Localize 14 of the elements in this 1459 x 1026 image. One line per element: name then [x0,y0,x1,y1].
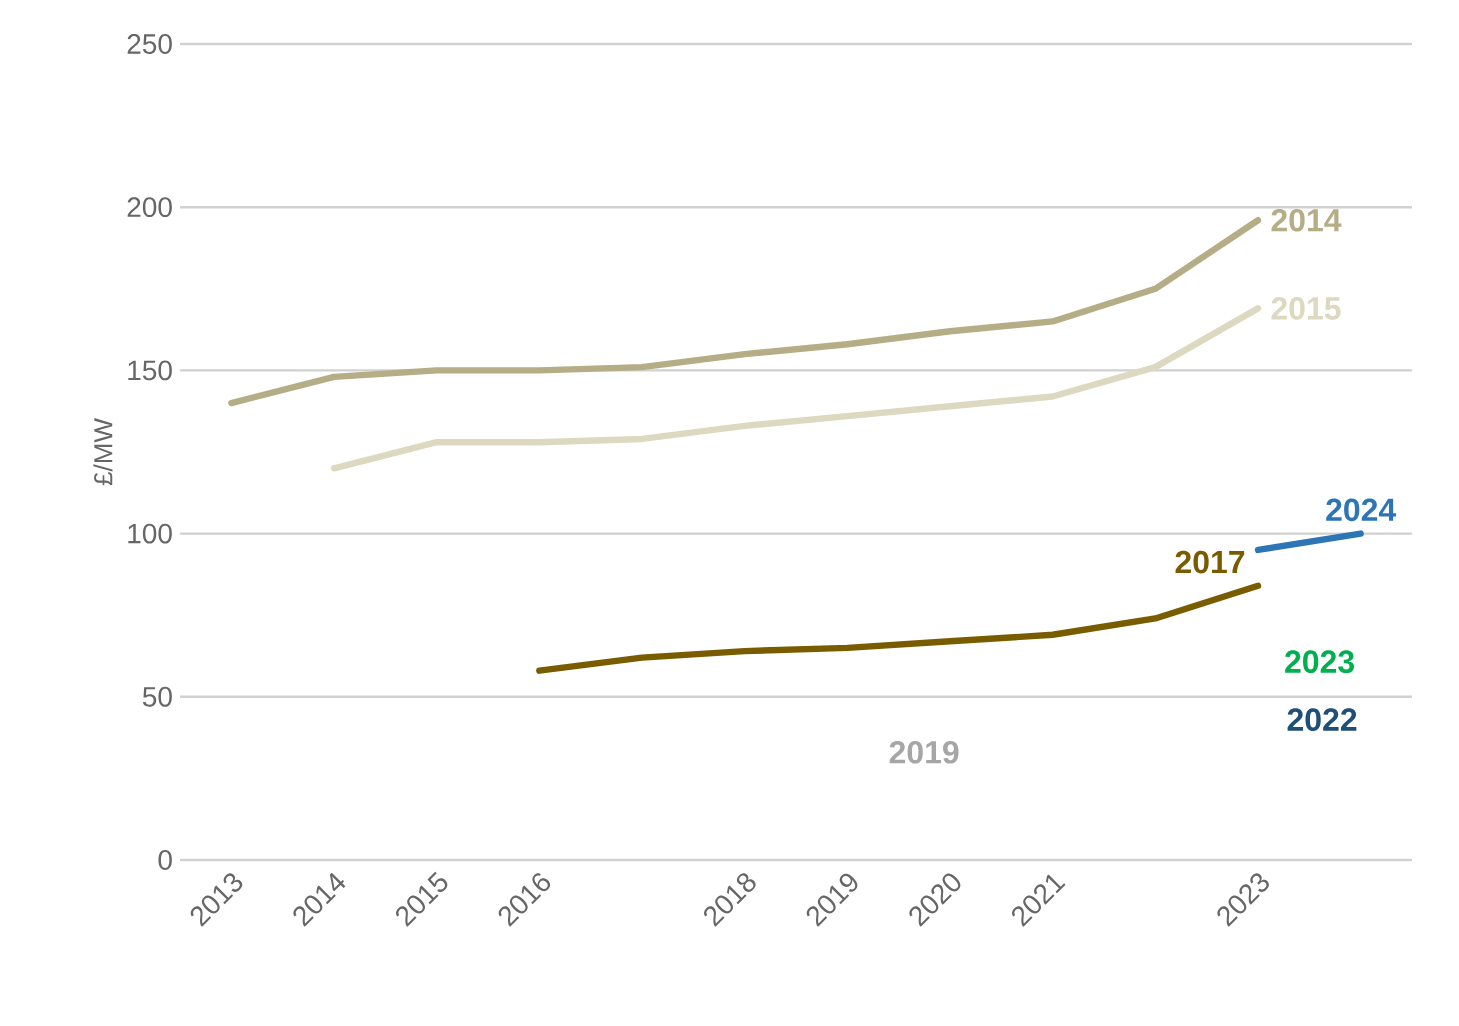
annotation: 2022 [1287,708,1357,731]
y-tick-label: 150 [128,360,172,381]
series-label: 2014 [1271,208,1342,232]
y-axis-title: £/MW [93,418,113,486]
annotation: 2023 [1285,650,1355,674]
annotation: 2019 [889,740,959,764]
y-tick-label: 0 [158,850,172,870]
y-tick-label: 100 [128,523,172,544]
y-tick-label: 200 [127,197,172,218]
series-label: 2024 [1326,498,1397,522]
y-tick-label: 250 [127,34,172,54]
y-tick-label: 50 [142,686,172,707]
series-label: 2015 [1271,297,1341,320]
series-label: 2017 [1175,550,1245,574]
